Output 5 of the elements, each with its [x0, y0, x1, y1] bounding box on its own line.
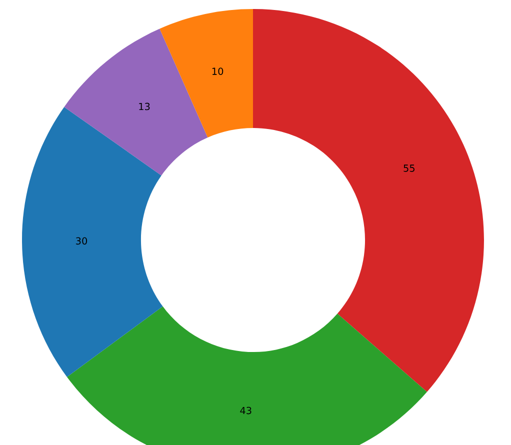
- data-label: 55: [404, 164, 414, 172]
- data-label: 13: [139, 102, 150, 110]
- data-label: 30: [76, 237, 88, 245]
- data-label: 43: [240, 406, 252, 414]
- data-label: 10: [212, 68, 224, 75]
